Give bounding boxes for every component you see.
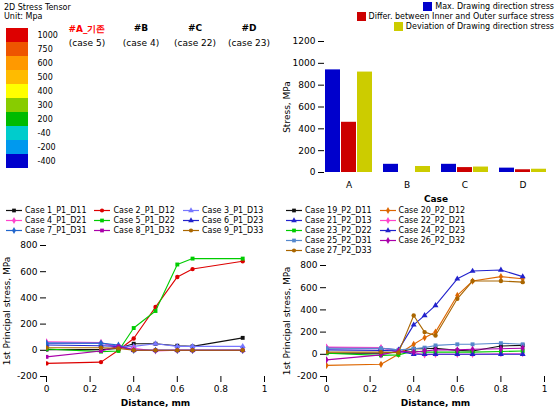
svg-text:1st Principal stress, MPa: 1st Principal stress, MPa — [282, 267, 292, 376]
svg-text:0: 0 — [324, 384, 330, 394]
html-text:2D Stress Tensor: 2D Stress Tensor — [4, 3, 71, 12]
svg-text:400: 400 — [300, 305, 317, 315]
html-text:Case 27_P2_D33: Case 27_P2_D33 — [305, 246, 372, 255]
svg-text:0: 0 — [32, 345, 38, 355]
svg-text:200: 200 — [20, 319, 37, 329]
html-text:(case 23): (case 23) — [228, 38, 270, 48]
html-text:Differ. between Inner and Oute: Differ. between Inner and Outer surface … — [368, 12, 554, 21]
svg-text:600: 600 — [300, 283, 317, 293]
html-text:Case 6_P1_D23: Case 6_P1_D23 — [201, 216, 264, 225]
html-text:Deviation of Drawing direction: Deviation of Drawing direction stress — [405, 22, 554, 31]
svg-text:0.8: 0.8 — [494, 384, 509, 394]
svg-text:1: 1 — [262, 384, 268, 394]
svg-text:0.2: 0.2 — [363, 384, 377, 394]
svg-text:-400: -400 — [38, 157, 56, 166]
svg-text:A: A — [346, 180, 353, 190]
svg-text:Distance, mm: Distance, mm — [121, 398, 190, 408]
svg-text:300: 300 — [38, 101, 53, 110]
html-text:Case 5_P1_D22: Case 5_P1_D22 — [113, 216, 175, 225]
html-text:Unit: Mpa: Unit: Mpa — [4, 12, 43, 21]
svg-text:200: 200 — [300, 327, 317, 337]
svg-text:0: 0 — [312, 349, 318, 359]
svg-text:0.4: 0.4 — [127, 384, 142, 394]
svg-text:1000: 1000 — [38, 31, 58, 40]
html-text:Case 2_P1_D12: Case 2_P1_D12 — [113, 206, 175, 215]
svg-text:800: 800 — [298, 80, 315, 90]
svg-text:600: 600 — [38, 59, 53, 68]
html-text:Case 25_P2_D31: Case 25_P2_D31 — [305, 236, 372, 245]
html-text:Case 19_P2_D11: Case 19_P2_D11 — [305, 206, 372, 215]
svg-text:B: B — [404, 180, 410, 190]
html-text:Max. Drawing direction stress: Max. Drawing direction stress — [435, 2, 554, 11]
svg-text:0.6: 0.6 — [170, 384, 185, 394]
svg-text:200: 200 — [38, 115, 53, 124]
svg-text:800: 800 — [300, 260, 317, 270]
html-text:Case 26_P2_D32: Case 26_P2_D32 — [398, 236, 466, 245]
svg-text:1000: 1000 — [293, 58, 316, 68]
svg-text:600: 600 — [20, 267, 37, 277]
svg-text:0: 0 — [44, 384, 50, 394]
svg-text:-200: -200 — [38, 143, 56, 152]
html-text:Case 3_P1_D13: Case 3_P1_D13 — [201, 206, 264, 215]
svg-text:750: 750 — [38, 45, 53, 54]
svg-text:400: 400 — [298, 124, 315, 134]
html-text:(case 22): (case 22) — [174, 38, 216, 48]
svg-text:400: 400 — [38, 87, 53, 96]
html-text:Case 7_P1_D31: Case 7_P1_D31 — [25, 226, 87, 235]
html-text:#D: #D — [241, 23, 257, 33]
svg-text:0.8: 0.8 — [214, 384, 229, 394]
svg-text:800: 800 — [20, 240, 37, 250]
svg-text:C: C — [462, 180, 468, 190]
html-text:#B: #B — [133, 23, 149, 33]
svg-text:1st Principal stress, MPa: 1st Principal stress, MPa — [2, 257, 12, 366]
html-text:Case 22_P2_D21: Case 22_P2_D21 — [398, 216, 466, 225]
svg-text:0.4: 0.4 — [407, 384, 422, 394]
svg-text:-200: -200 — [17, 371, 38, 381]
svg-text:Case: Case — [424, 194, 448, 204]
svg-text:Distance, mm: Distance, mm — [401, 398, 470, 408]
html-text:Case 24_P2_D23: Case 24_P2_D23 — [398, 226, 466, 235]
html-text:#C: #C — [187, 23, 203, 33]
html-text:Case 9_P1_D33: Case 9_P1_D33 — [201, 226, 264, 235]
html-text:Case 4_P1_D21: Case 4_P1_D21 — [25, 216, 87, 225]
html-text:Case 23_P2_D22: Case 23_P2_D22 — [305, 226, 372, 235]
svg-text:500: 500 — [38, 73, 53, 82]
svg-text:1: 1 — [542, 384, 548, 394]
svg-text:0: 0 — [310, 167, 316, 177]
svg-text:Stress, MPa: Stress, MPa — [282, 81, 292, 133]
html-text:(case 4): (case 4) — [122, 38, 160, 48]
svg-text:0.6: 0.6 — [450, 384, 465, 394]
html-text:#A_기존: #A_기존 — [68, 24, 106, 34]
svg-text:1200: 1200 — [293, 36, 316, 46]
html-text:Case 8_P1_D32: Case 8_P1_D32 — [113, 226, 175, 235]
html-text:(case 5): (case 5) — [68, 38, 106, 48]
svg-text:600: 600 — [298, 102, 315, 112]
html-text:Case 1_P1_D11: Case 1_P1_D11 — [25, 206, 87, 215]
html-text:Case 21_P2_D13: Case 21_P2_D13 — [305, 216, 372, 225]
svg-text:0.2: 0.2 — [83, 384, 97, 394]
svg-text:200: 200 — [298, 146, 315, 156]
svg-text:-200: -200 — [297, 371, 318, 381]
svg-text:-40: -40 — [38, 129, 51, 138]
svg-text:400: 400 — [20, 293, 37, 303]
html-text:Case 20_P2_D12: Case 20_P2_D12 — [398, 206, 466, 215]
svg-text:D: D — [520, 180, 527, 190]
